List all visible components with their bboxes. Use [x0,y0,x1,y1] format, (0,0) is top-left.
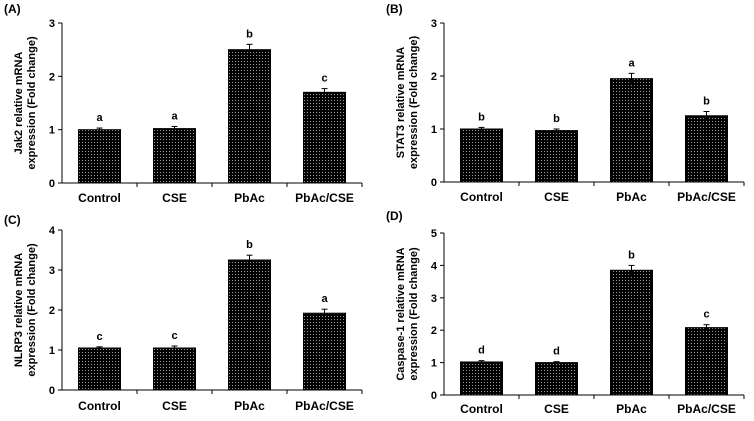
bar [153,128,196,184]
y-tick-label: 0 [431,177,437,189]
significance-letter: c [171,330,177,342]
y-tick-label: 1 [49,345,55,357]
bar [303,312,346,391]
y-tick-label: 0 [49,385,55,397]
significance-letter: a [96,112,103,124]
category-label: Control [78,191,121,205]
bar [153,347,196,391]
significance-letter: c [703,309,709,321]
y-tick-label: 3 [431,293,437,305]
y-axis-title-line2: expression (Fold change) [408,36,420,170]
category-label: PbAc [616,402,647,416]
category-label: Control [78,399,121,413]
category-label: PbAc [234,191,265,205]
significance-letter: b [478,111,485,123]
category-label: PbAc [616,190,647,204]
significance-letter: a [171,110,178,122]
y-axis-title-line1: NLRP3 relative mRNA [13,253,25,367]
y-tick-label: 3 [49,265,55,277]
significance-letter: b [246,239,253,251]
bar [78,129,121,184]
y-tick-label: 4 [431,260,438,272]
significance-letter: b [246,28,253,40]
y-tick-label: 2 [49,305,55,317]
y-tick-label: 0 [431,390,437,402]
y-tick-label: 1 [431,124,437,136]
category-label: Control [460,402,503,416]
bar [228,49,271,184]
y-tick-label: 3 [49,18,55,30]
y-axis-title-line2: expression (Fold change) [408,247,420,381]
y-tick-label: 4 [49,225,56,237]
bar [610,78,653,183]
category-label: CSE [544,190,569,204]
category-label: CSE [162,399,187,413]
panel-label: (B) [386,2,403,16]
bar [535,362,578,396]
category-label: PbAc/CSE [677,190,736,204]
y-axis-title-line1: Jak2 relative mRNA [13,52,25,155]
category-label: CSE [544,402,569,416]
significance-letter: b [553,113,560,125]
y-tick-label: 1 [431,358,437,370]
y-axis-title-line2: expression (Fold change) [26,243,38,377]
bar [228,259,271,391]
significance-letter: a [321,293,328,305]
category-label: PbAc [234,399,265,413]
y-tick-label: 2 [49,71,55,83]
panel-label: (D) [386,209,403,223]
significance-letter: c [96,331,102,343]
bar [303,91,346,184]
category-label: PbAc/CSE [677,402,736,416]
significance-letter: d [553,346,560,358]
bar [610,269,653,396]
category-label: PbAc/CSE [295,191,354,205]
bar [78,347,121,391]
y-axis-title-line1: Caspase-1 relative mRNA [395,247,407,380]
y-tick-label: 0 [49,178,55,190]
panel-label: (C) [4,213,21,227]
significance-letter: a [628,57,635,69]
y-tick-label: 1 [49,125,55,137]
y-tick-label: 3 [431,18,437,30]
bar [535,130,578,183]
significance-letter: b [703,96,710,108]
significance-letter: b [628,249,635,261]
category-label: PbAc/CSE [295,399,354,413]
y-tick-label: 2 [431,325,437,337]
y-tick-label: 5 [431,228,437,240]
category-label: Control [460,190,503,204]
bar [460,128,503,183]
bar [685,115,728,183]
y-axis-title-line1: STAT3 relative mRNA [395,47,407,159]
category-label: CSE [162,191,187,205]
bar [685,327,728,396]
significance-letter: d [478,345,485,357]
bar [460,361,503,396]
y-tick-label: 2 [431,71,437,83]
panel-label: (A) [4,2,21,16]
y-axis-title-line2: expression (Fold change) [26,36,38,170]
significance-letter: c [321,73,327,85]
